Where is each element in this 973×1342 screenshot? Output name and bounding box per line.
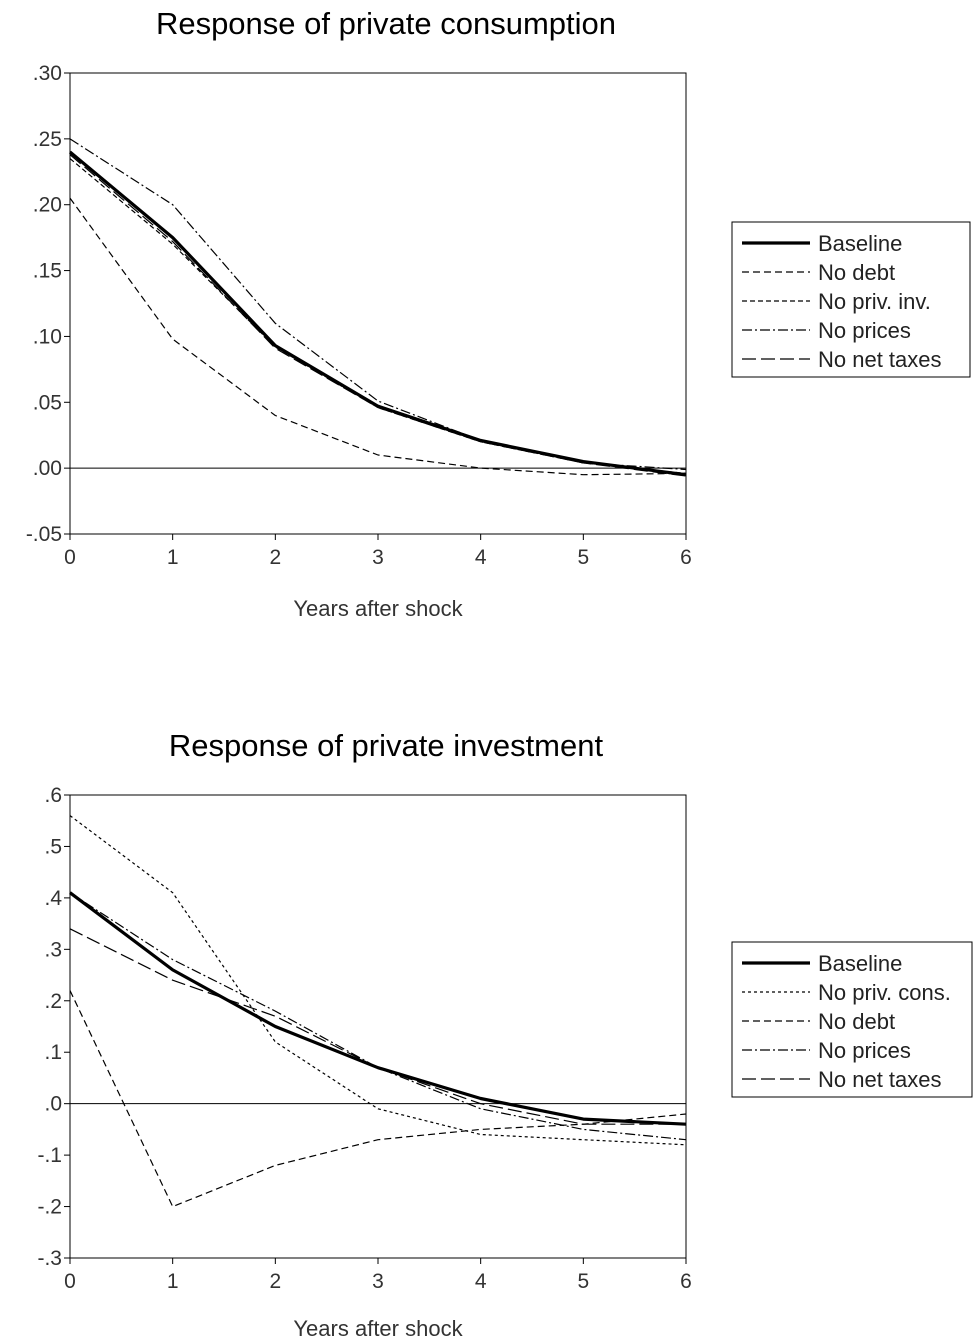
investment-chart: Response of private investment -.3 -.2 -.1.… bbox=[37, 728, 973, 1341]
chart-0-legend-label-no-prices: No prices bbox=[818, 318, 911, 343]
chart-0-y-tick-label: .20 bbox=[33, 194, 62, 217]
chart-1-series-no-debt bbox=[69, 990, 687, 1208]
chart-1-x-tick-label: 4 bbox=[475, 1270, 487, 1293]
chart-0-series-no-prices bbox=[69, 138, 687, 471]
chart-0-x-axis-label: Years after shock bbox=[293, 596, 463, 621]
chart-0-y-tick-label: -.05 bbox=[26, 523, 62, 546]
chart-1-y-tick-label: .1 bbox=[44, 1041, 62, 1064]
chart-0-legend-label-baseline: Baseline bbox=[818, 231, 902, 256]
chart-1-legend-label-baseline: Baseline bbox=[818, 951, 902, 976]
chart-1-y-tick-label: .0 bbox=[44, 1093, 62, 1116]
chart-0-x-tick-label: 1 bbox=[167, 546, 179, 569]
chart-1-plot-frame bbox=[69, 794, 687, 1259]
chart-0-x-tick-label: 6 bbox=[680, 546, 692, 569]
chart-1-y-tick-label: -.1 bbox=[37, 1144, 62, 1167]
chart-0-series-no-net-taxes bbox=[69, 154, 687, 477]
chart-1-legend-label-no-priv-cons: No priv. cons. bbox=[818, 980, 951, 1005]
chart-1-series-no-net-taxes bbox=[69, 928, 686, 1125]
investment-chart-panel: Response of private investment -.3 -.2 -.1.… bbox=[0, 720, 973, 1342]
chart-0-series-no-priv-inv bbox=[69, 158, 687, 474]
chart-1-x-tick-label: 6 bbox=[680, 1270, 692, 1293]
chart-1-x-tick-label: 2 bbox=[269, 1270, 281, 1293]
chart-1-legend-label-no-prices: No prices bbox=[818, 1038, 911, 1063]
chart-1-y-tick-label: -.2 bbox=[37, 1196, 62, 1219]
chart-1-y-tick-label: .6 bbox=[44, 784, 62, 807]
chart-1-x-tick-label: 1 bbox=[167, 1270, 179, 1293]
chart-0-y-tick-label: .30 bbox=[33, 62, 62, 85]
chart-0-y-tick-label: .05 bbox=[33, 391, 62, 414]
chart-1-x-tick-label: 5 bbox=[577, 1270, 589, 1293]
chart-1-y-tick-label: .5 bbox=[44, 835, 62, 858]
chart-1-x-tick-label: 0 bbox=[64, 1270, 76, 1293]
chart-0-x-tick-label: 4 bbox=[475, 546, 487, 569]
chart-0-y-tick-label: .10 bbox=[33, 325, 62, 348]
chart-1-series-baseline bbox=[69, 891, 687, 1126]
chart-0-legend-box bbox=[731, 221, 971, 378]
chart-0-title: Response of private consumption bbox=[156, 6, 616, 41]
chart-0-legend-label-no-net-taxes: No net taxes bbox=[818, 347, 942, 372]
chart-0-y-tick-label: .25 bbox=[33, 128, 62, 151]
chart-1-legend-box bbox=[731, 941, 973, 1098]
chart-1-legend-label-no-net-taxes: No net taxes bbox=[818, 1067, 942, 1092]
chart-0-x-tick-label: 0 bbox=[64, 546, 76, 569]
chart-1-title: Response of private investment bbox=[169, 728, 604, 763]
chart-0-x-tick-label: 2 bbox=[269, 546, 281, 569]
chart-1-x-tick-label: 3 bbox=[372, 1270, 384, 1293]
chart-0-legend-label-no-priv-inv: No priv. inv. bbox=[818, 289, 931, 314]
chart-1-y-tick-label: -.3 bbox=[37, 1247, 62, 1270]
chart-1-y-tick-label: .4 bbox=[44, 887, 62, 910]
consumption-chart-panel: Response of private consumption -.05 .00 .0… bbox=[26, 6, 971, 621]
consumption-chart: Response of private consumption -.05 .00 .0… bbox=[26, 6, 971, 621]
chart-0-series-baseline bbox=[68, 150, 687, 477]
chart-1-y-tick-label: .2 bbox=[44, 990, 62, 1013]
chart-0-legend-label-no-debt: No debt bbox=[818, 260, 895, 285]
chart-0-series-no-debt bbox=[69, 197, 687, 476]
chart-1-x-axis-label: Years after shock bbox=[293, 1316, 463, 1341]
chart-1-legend-label-no-debt: No debt bbox=[818, 1009, 895, 1034]
chart-0-x-tick-label: 5 bbox=[577, 546, 589, 569]
chart-0-plot-frame bbox=[69, 72, 687, 535]
chart-0-y-tick-label: .00 bbox=[33, 457, 62, 480]
chart-0-y-tick-label: .15 bbox=[33, 260, 62, 283]
chart-1-y-tick-label: .3 bbox=[44, 938, 62, 961]
chart-1-series-no-prices bbox=[69, 892, 687, 1141]
chart-0-x-tick-label: 3 bbox=[372, 546, 384, 569]
chart-1-series-no-priv-cons bbox=[69, 815, 687, 1146]
